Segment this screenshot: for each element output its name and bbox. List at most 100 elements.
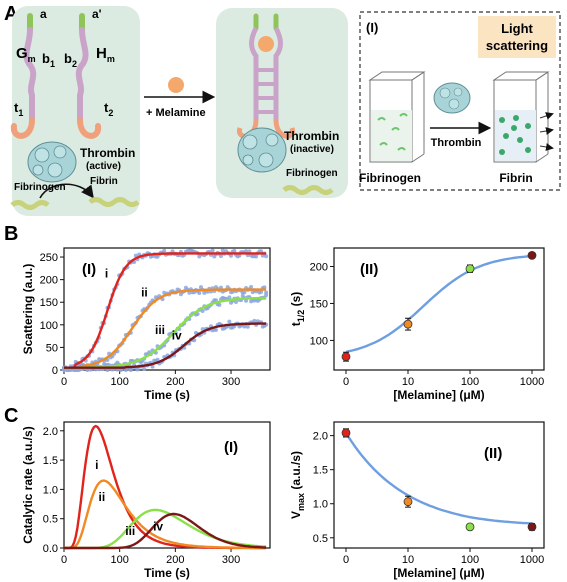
y-axis-title: t1/2 (s): [289, 292, 306, 327]
y-tick-label: 0.5: [313, 533, 328, 545]
y-tick-label: 200: [310, 261, 328, 273]
fibrin-left-label: Fibrin: [90, 176, 118, 187]
series-line-iv: [64, 322, 267, 369]
y-tick-label: 100: [40, 320, 58, 332]
scatter-point: [244, 249, 249, 254]
bound-melamine: [258, 36, 274, 52]
y-axis-title: Catalytic rate (a.u./s): [21, 426, 35, 543]
scatter-point: [259, 289, 264, 294]
plot-frame: [63, 247, 271, 371]
series-line-iv: [64, 512, 267, 550]
scatter-point: [195, 312, 200, 317]
scatter-point: [229, 253, 234, 258]
y-axis-title: Scattering (a.u.): [21, 264, 35, 355]
scatter-point: [142, 366, 147, 371]
inset-fibrinogen-label: Fibrinogen: [359, 171, 421, 185]
inset-thrombin-label: Thrombin: [431, 137, 482, 149]
inset-label: (I): [366, 20, 378, 35]
data-point: [341, 352, 351, 362]
scatter-point: [197, 291, 202, 296]
y-tick-label: 200: [40, 275, 58, 287]
y-tick-label: 2.0: [43, 426, 58, 438]
x-tick-label: 300: [222, 554, 240, 566]
scatter-point: [210, 248, 215, 253]
scatter-point: [219, 254, 224, 259]
y-tick-label: 1.5: [313, 465, 328, 477]
scatter-point: [155, 357, 160, 362]
y-tick-label: 1.5: [43, 455, 58, 467]
strand-hm: [75, 13, 102, 139]
series-label-iii: iii: [155, 323, 165, 337]
scatter-point: [213, 328, 218, 333]
data-point: [341, 428, 351, 438]
b2-label: b2: [64, 51, 77, 69]
y-tick-label: 1.0: [43, 484, 58, 496]
series-label-ii: ii: [141, 286, 148, 300]
x-tick-label: 100: [461, 554, 479, 566]
panel-letter-c: C: [4, 405, 18, 427]
chart-panel-label: (II): [360, 261, 378, 278]
thrombin-inactive-state: (inactive): [290, 144, 334, 155]
gm-end-label: a: [40, 7, 47, 21]
scatter-point: [262, 285, 267, 290]
scatter-point: [150, 364, 155, 369]
scatter-point: [244, 298, 249, 303]
x-tick-label: 0: [61, 376, 67, 388]
scatter-point: [252, 318, 257, 323]
scatter-point: [245, 324, 250, 329]
x-tick-label: 200: [166, 376, 184, 388]
thrombin-active-state: (active): [86, 161, 121, 172]
scatter-point: [254, 254, 259, 259]
cuvette-fibrin: [492, 71, 554, 163]
scatter-point: [227, 295, 232, 300]
light-scattering-box: [478, 16, 556, 58]
series-label-iii: iii: [125, 524, 135, 538]
scatter-point: [242, 290, 247, 295]
fibrinogen-left-fiber: [10, 200, 50, 210]
data-point: [527, 250, 537, 260]
y-tick-label: 50: [46, 342, 58, 354]
x-tick-label: 0: [343, 376, 349, 388]
series-line-i: [64, 252, 267, 369]
y-tick-label: 0.0: [43, 543, 58, 555]
x-tick-label: 1000: [520, 376, 544, 388]
y-tick-label: 250: [40, 252, 58, 264]
scatter-point: [135, 367, 140, 372]
x-tick-label: 0: [343, 554, 349, 566]
chart-c-i: 0 100 200 300 0.0 0.5 1.0 1.5 2.0 Time (s) Catalyt…: [21, 421, 271, 580]
x-tick-label: 0: [61, 554, 67, 566]
scatter-point: [249, 285, 254, 290]
inset-fibrin-label: Fibrin: [499, 171, 532, 185]
data-point: [403, 497, 413, 507]
y-tick-label: 100: [310, 335, 328, 347]
x-tick-label: 300: [222, 376, 240, 388]
cuvette-fibrinogen: [368, 71, 426, 163]
thrombin-inactive-label: Thrombin: [284, 129, 339, 143]
data-point: [465, 264, 475, 274]
series-label-i: i: [95, 458, 98, 472]
fibrinogen-left-label: Fibrinogen: [14, 182, 66, 193]
fit-curve: [344, 432, 533, 525]
scatter-point: [200, 327, 205, 332]
thrombin-inactive-protein: [237, 127, 287, 173]
thrombin-active-label: Thrombin: [80, 146, 135, 160]
chart-c-ii: 0 10 100 1000 0.5 1.0 1.5 2.0 [Melamine] (μM) Vma…: [289, 421, 545, 580]
y-tick-label: 0.5: [43, 514, 58, 526]
series-line-ii: [64, 479, 267, 550]
fibrinogen-mid-label: Fibrinogen: [286, 168, 338, 179]
chart-panel-label: (II): [484, 445, 502, 462]
y-tick-label: 150: [40, 297, 58, 309]
chart-panel-label: (I): [224, 439, 238, 456]
plot-frame: [333, 247, 545, 371]
scatter-point: [217, 302, 222, 307]
y-tick-label: 2.0: [313, 431, 328, 443]
y-axis-title: Vmax (a.u./s): [289, 451, 306, 519]
x-axis-title: Time (s): [144, 388, 190, 402]
data-point: [527, 522, 537, 532]
x-tick-label: 100: [461, 376, 479, 388]
strand-gm: [10, 13, 37, 139]
light-scattering-title-1: Light: [501, 21, 533, 36]
data-point: [465, 522, 475, 532]
y-tick-label: 1.0: [313, 499, 328, 511]
fibrinogen-mid-fiber: [282, 185, 334, 195]
